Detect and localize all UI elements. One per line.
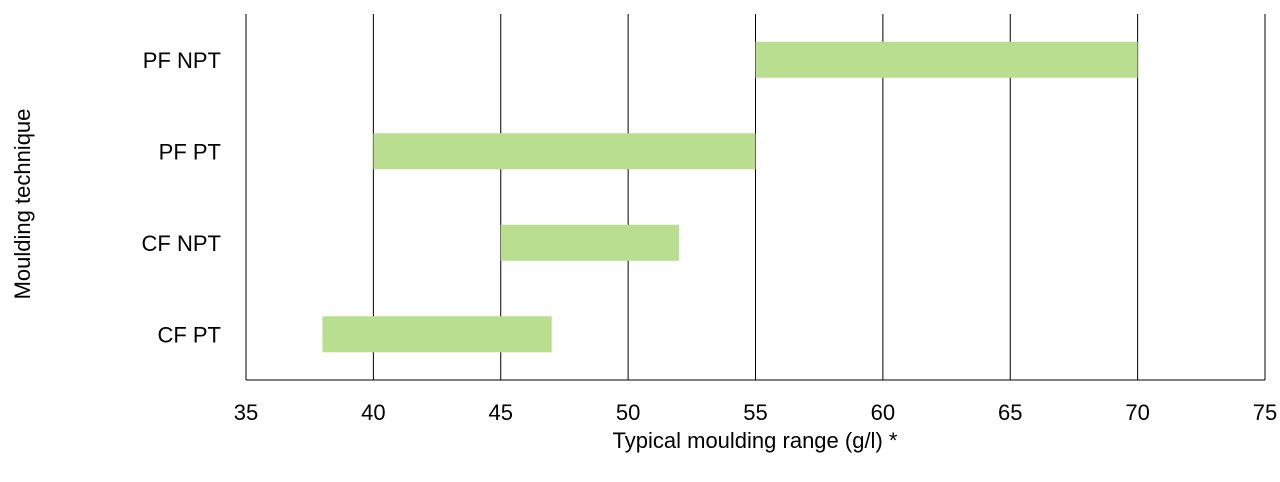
x-axis-title: Typical moulding range (g/l) * xyxy=(613,428,898,453)
x-tick-label-70: 70 xyxy=(1125,400,1149,425)
category-label-cf-npt: CF NPT xyxy=(142,231,221,256)
x-tick-label-45: 45 xyxy=(489,400,513,425)
x-tick-label-75: 75 xyxy=(1253,400,1277,425)
x-tick-label-55: 55 xyxy=(743,400,767,425)
x-tick-label-50: 50 xyxy=(616,400,640,425)
x-tick-label-40: 40 xyxy=(361,400,385,425)
bars xyxy=(322,41,1138,353)
bar-cf-npt xyxy=(500,224,680,261)
y-axis-title: Moulding technique xyxy=(10,109,35,300)
category-label-cf-pt: CF PT xyxy=(157,322,221,347)
x-tick-label-35: 35 xyxy=(234,400,258,425)
bar-pf-npt xyxy=(755,41,1138,78)
x-tick-label-65: 65 xyxy=(998,400,1022,425)
bar-cf-pt xyxy=(322,316,552,353)
category-label-pf-pt: PF PT xyxy=(159,139,221,164)
category-labels: PF NPT PF PT CF NPT CF PT xyxy=(142,48,221,348)
bar-pf-pt xyxy=(373,133,756,170)
x-tick-label-60: 60 xyxy=(871,400,895,425)
category-label-pf-npt: PF NPT xyxy=(143,48,221,73)
axes xyxy=(245,14,1265,381)
x-tick-labels: 35 40 45 50 55 60 65 70 75 xyxy=(234,400,1277,425)
